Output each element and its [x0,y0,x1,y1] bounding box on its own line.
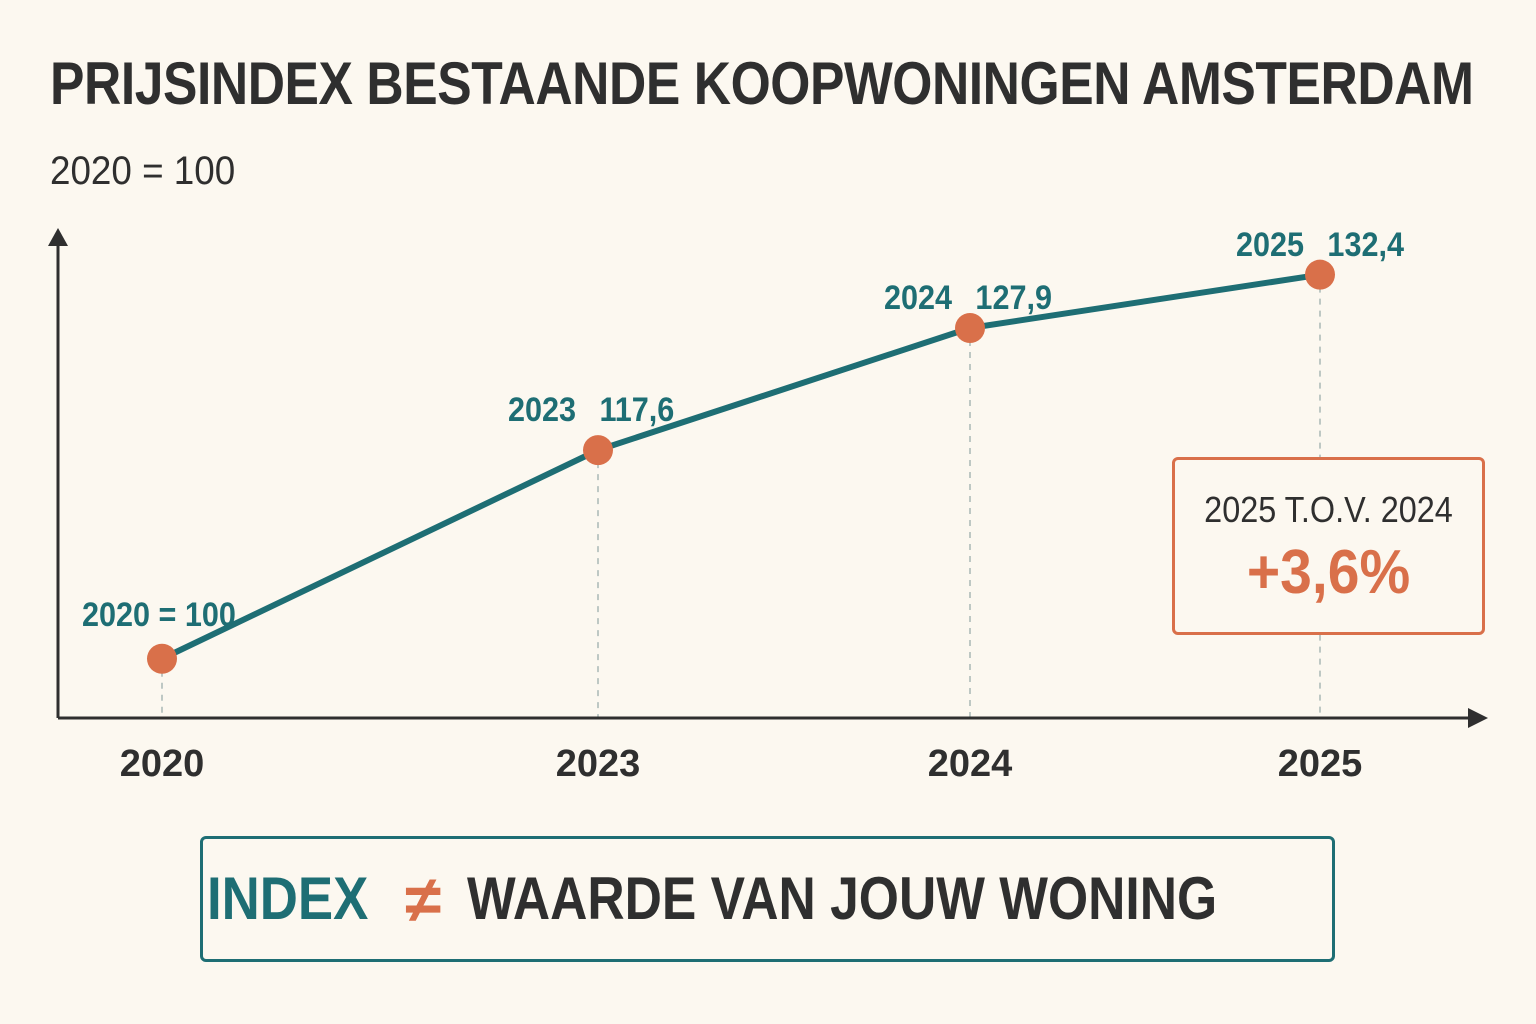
callout-label: 2025 T.O.V. 2024 [1204,489,1453,530]
data-label-2020: 2020 = 100 [82,596,236,634]
data-point-2025 [1305,259,1335,290]
data-label-year: 2024 [884,279,952,317]
chart-subtitle: 2020 = 100 [50,149,236,193]
x-tick-labels: 2020 2023 2024 2025 [120,743,1363,785]
not-equal-icon: ≠ [404,862,442,936]
data-point-2024 [955,313,985,344]
data-label-value: 117,6 [599,391,674,429]
data-labels: 2020 = 100 2023 117,6 2024 127,9 2025 132,4 [82,226,1404,634]
series-line-group [159,271,1323,662]
footer-message: INDEX ≠ WAARDE VAN JOUW WONING [200,836,1335,962]
callout-value: +3,6% [1246,538,1411,607]
data-point-2023 [583,435,613,466]
data-label-value: 127,9 [975,279,1052,317]
change-callout: 2025 T.O.V. 2024 +3,6% [1172,457,1485,635]
x-axis-arrow-icon [1468,708,1488,728]
data-label-year: 2023 [508,391,576,429]
y-axis-arrow-icon [48,228,68,246]
x-tick-label-2024: 2024 [928,743,1013,785]
x-tick-label-2020: 2020 [120,743,205,785]
footer-index-label: INDEX [206,865,368,932]
data-label-2025: 2025 132,4 [1236,226,1404,264]
x-tick-label-2023: 2023 [556,743,641,785]
guide-lines [161,274,1321,718]
x-tick-label-2025: 2025 [1278,743,1363,785]
chart-axes [48,228,1488,728]
data-label-2024: 2024 127,9 [884,279,1052,317]
data-point-2020 [147,643,177,674]
data-label-year: 2025 [1236,226,1304,264]
data-label-2023: 2023 117,6 [508,391,674,429]
footer-rest-label: WAARDE VAN JOUW WONING [467,865,1218,932]
series-line [159,271,1323,662]
data-label-value: 132,4 [1327,226,1404,264]
data-label-year: 2020 = 100 [82,596,236,634]
data-points [147,259,1335,674]
chart-title: PRIJSINDEX BESTAANDE KOOPWONINGEN AMSTER… [50,50,1474,117]
